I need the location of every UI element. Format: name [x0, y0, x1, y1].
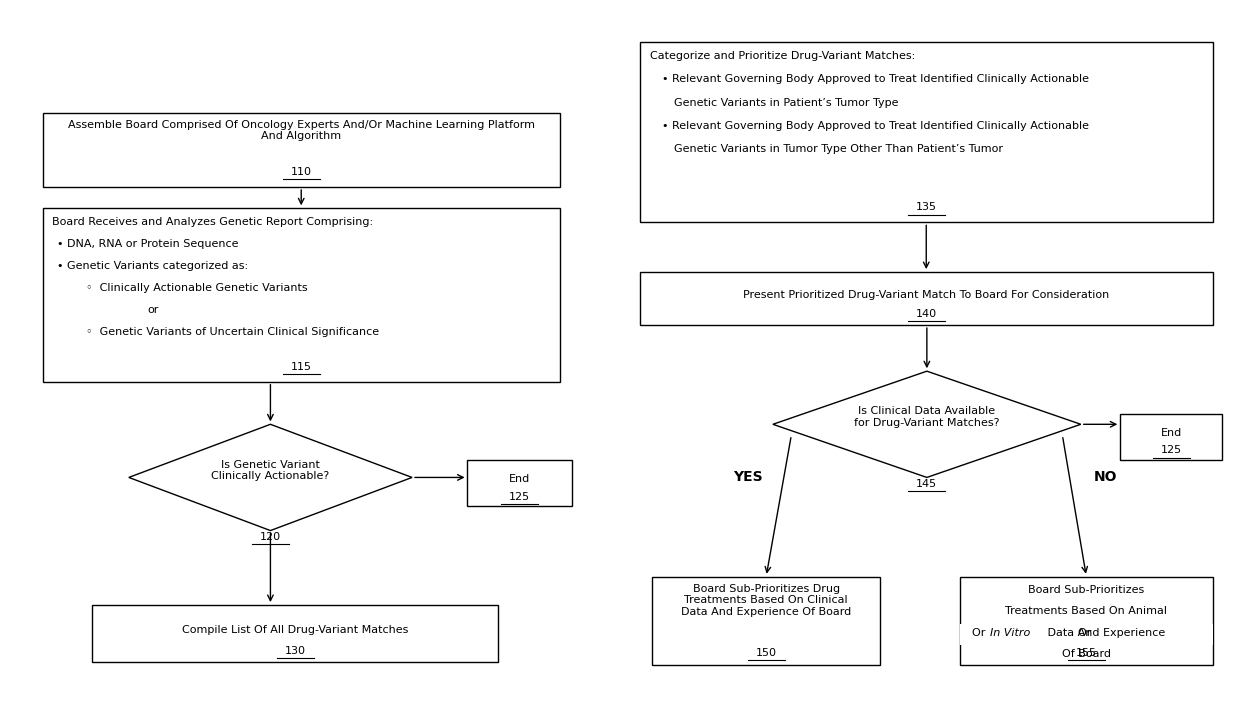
Bar [42, 208, 559, 382]
Text: In Vitro: In Vitro [990, 628, 1030, 638]
Text: Assemble Board Comprised Of Oncology Experts And/Or Machine Learning Platform
An: Assemble Board Comprised Of Oncology Exp… [68, 120, 534, 141]
Polygon shape [129, 424, 412, 531]
Bar [960, 577, 1213, 665]
Text: • DNA, RNA or Protein Sequence: • DNA, RNA or Protein Sequence [57, 238, 239, 248]
Text: Is Genetic Variant
Clinically Actionable?: Is Genetic Variant Clinically Actionable… [211, 460, 330, 481]
Text: 125: 125 [1161, 446, 1182, 456]
Text: 120: 120 [260, 532, 281, 542]
Text: Of Board: Of Board [1061, 649, 1111, 659]
Text: 130: 130 [284, 646, 305, 656]
Text: 150: 150 [755, 648, 776, 658]
Text: • Genetic Variants categorized as:: • Genetic Variants categorized as: [57, 261, 248, 271]
Text: Categorize and Prioritize Drug-Variant Matches:: Categorize and Prioritize Drug-Variant M… [650, 51, 915, 61]
Text: • Relevant Governing Body Approved to Treat Identified Clinically Actionable: • Relevant Governing Body Approved to Tr… [662, 121, 1089, 131]
Bar [640, 272, 1213, 325]
Text: Or: Or [1078, 628, 1095, 638]
Text: 145: 145 [916, 479, 937, 489]
Text: End: End [1161, 428, 1182, 438]
Text: YES: YES [734, 471, 763, 484]
Bar [42, 113, 559, 187]
Text: • Relevant Governing Body Approved to Treat Identified Clinically Actionable: • Relevant Governing Body Approved to Tr… [662, 74, 1089, 84]
Bar [1120, 413, 1223, 460]
Text: 125: 125 [510, 491, 531, 501]
Text: 140: 140 [915, 308, 936, 318]
Bar [652, 577, 880, 665]
Text: or: or [148, 305, 159, 315]
Bar [960, 624, 1213, 645]
Text: Data And Experience: Data And Experience [1044, 628, 1166, 638]
Text: 110: 110 [290, 167, 311, 177]
Bar [467, 460, 572, 506]
Text: Is Clinical Data Available
for Drug-Variant Matches?: Is Clinical Data Available for Drug-Vari… [854, 406, 999, 428]
Bar [640, 41, 1213, 222]
Text: Board Sub-Prioritizes Drug
Treatments Based On Clinical
Data And Experience Of B: Board Sub-Prioritizes Drug Treatments Ba… [681, 584, 852, 617]
Polygon shape [773, 371, 1081, 478]
Text: Board Receives and Analyzes Genetic Report Comprising:: Board Receives and Analyzes Genetic Repo… [52, 217, 373, 227]
Text: ◦  Genetic Variants of Uncertain Clinical Significance: ◦ Genetic Variants of Uncertain Clinical… [86, 326, 378, 336]
Text: Genetic Variants in Tumor Type Other Than Patient’s Tumor: Genetic Variants in Tumor Type Other Tha… [675, 144, 1003, 154]
Text: Or: Or [972, 628, 990, 638]
Text: Board Sub-Prioritizes: Board Sub-Prioritizes [1028, 585, 1145, 595]
Text: 115: 115 [290, 362, 311, 372]
Text: NO: NO [1094, 471, 1117, 484]
Text: Genetic Variants in Patient’s Tumor Type: Genetic Variants in Patient’s Tumor Type [675, 98, 899, 108]
Text: 155: 155 [1076, 648, 1097, 658]
Text: Present Prioritized Drug-Variant Match To Board For Consideration: Present Prioritized Drug-Variant Match T… [743, 290, 1110, 300]
Text: End: End [510, 474, 531, 484]
Text: Treatments Based On Animal: Treatments Based On Animal [1006, 606, 1167, 616]
Bar [92, 605, 498, 662]
Text: ◦  Clinically Actionable Genetic Variants: ◦ Clinically Actionable Genetic Variants [86, 283, 308, 293]
Text: 135: 135 [916, 203, 936, 213]
Text: Compile List Of All Drug-Variant Matches: Compile List Of All Drug-Variant Matches [182, 625, 408, 635]
